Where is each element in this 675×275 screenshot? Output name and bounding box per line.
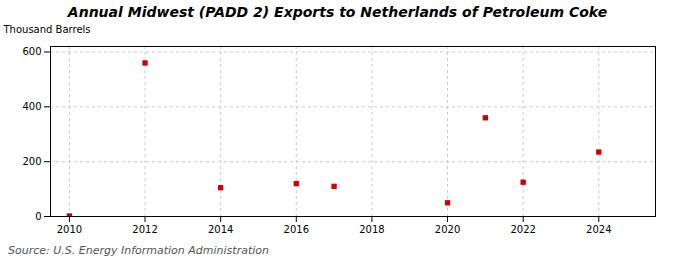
svg-text:2024: 2024 xyxy=(586,224,611,235)
svg-text:2010: 2010 xyxy=(57,224,82,235)
svg-text:2022: 2022 xyxy=(510,224,535,235)
svg-text:2018: 2018 xyxy=(359,224,384,235)
svg-text:600: 600 xyxy=(22,46,41,57)
svg-text:2016: 2016 xyxy=(284,224,309,235)
html-text:Source: U.S. Energy Informatio: Source: U.S. Energy Information Administ… xyxy=(8,244,269,257)
svg-text:Thousand Barrels: Thousand Barrels xyxy=(3,24,91,35)
html-text:Annual Midwest (PADD 2) Export: Annual Midwest (PADD 2) Exports to Nethe… xyxy=(67,4,608,20)
svg-text:2020: 2020 xyxy=(435,224,460,235)
svg-text:2012: 2012 xyxy=(132,224,157,235)
svg-text:2014: 2014 xyxy=(208,224,233,235)
svg-text:200: 200 xyxy=(22,156,41,167)
svg-text:400: 400 xyxy=(22,101,41,112)
svg-text:0: 0 xyxy=(35,211,41,222)
